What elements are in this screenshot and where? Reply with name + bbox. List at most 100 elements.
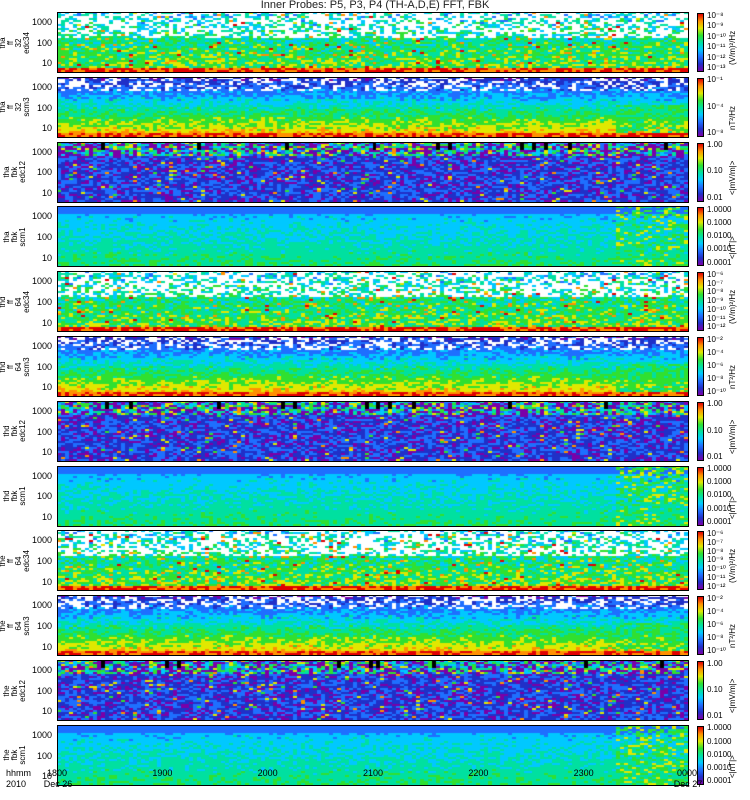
panel-7-colorbar-unit: <|mV/m|> (728, 419, 737, 454)
panel-8-colorbar-tick: 0.0001 (707, 516, 732, 526)
x-tick-label: 2100 (362, 768, 384, 778)
colorbar-5 (697, 272, 704, 332)
panel-6-colorbar-tick: 10⁻⁴ (707, 347, 724, 357)
panel-6-colorbar-tick: 10⁻¹⁰ (707, 387, 726, 397)
panel-1-colorbar-tick: 10⁻¹⁰ (707, 31, 726, 41)
panel-12-colorbar-tick: 0.1000 (707, 736, 732, 746)
panel-4-ytick: 1000 (31, 211, 52, 222)
spectrogram-panel-7 (57, 400, 689, 462)
spectrogram-image-3 (58, 142, 688, 202)
x-start-date: Dec 26 (43, 779, 73, 789)
panel-6-colorbar-tick: 10⁻⁶ (707, 360, 724, 370)
x-tick-label: 0000 (676, 768, 698, 778)
panel-6-colorbar-tick: 10⁻² (707, 334, 723, 344)
panel-12-ytick: 1000 (31, 729, 52, 740)
spectrogram-panel-3 (57, 141, 689, 203)
x-tick-label: 1900 (152, 768, 173, 778)
colorbar-7 (697, 401, 704, 461)
panel-5-ytick: 10 (41, 317, 52, 328)
spectrogram-panel-2 (57, 76, 689, 138)
colorbar-11 (697, 661, 704, 720)
x-tick-label: 2200 (468, 768, 489, 778)
panel-8-ytick: 10 (41, 512, 52, 523)
panel-2-ytick: 1000 (31, 81, 52, 92)
panel-2-ytick: 100 (36, 102, 52, 113)
panel-7-ytick: 100 (36, 426, 52, 437)
panel-3-ytick: 10 (41, 188, 52, 199)
panel-11-ytick: 1000 (31, 664, 52, 675)
panel-9-ytick: 100 (36, 556, 52, 567)
panel-4-colorbar-tick: 0.0001 (707, 257, 732, 267)
panel-5-colorbar-tick: 10⁻¹¹ (707, 313, 726, 323)
panel-11-ytick: 100 (36, 685, 52, 696)
x-axis-year: 2010 (6, 779, 27, 789)
colorbar-10 (697, 596, 704, 656)
panel-4-colorbar-tick: 0.1000 (707, 218, 732, 228)
colorbar-2 (697, 77, 704, 137)
x-end-date: Dec 27 (673, 779, 703, 789)
panel-3-ytick: 100 (36, 167, 52, 178)
panel-8-colorbar-tick: 0.0010 (707, 503, 732, 513)
panel-1-colorbar-tick: 10⁻¹³ (707, 63, 726, 73)
panel-4-colorbar-tick: 1.0000 (707, 205, 732, 215)
panel-8-ytick: 100 (36, 491, 52, 502)
panel-5-colorbar-tick: 10⁻¹⁰ (707, 304, 726, 314)
colorbar-6 (697, 337, 704, 396)
spectrogram-image-9 (58, 531, 688, 591)
panel-8-colorbar-tick: 0.0100 (707, 490, 732, 500)
panel-5-colorbar-unit: (V/m)²/Hz (728, 289, 737, 325)
spectrogram-image-6 (58, 337, 688, 396)
spectrogram-panel-12 (57, 724, 689, 786)
colorbar-1 (697, 13, 704, 72)
colorbar-9 (697, 531, 704, 591)
panel-8-ytick: 1000 (31, 470, 52, 481)
panel-11-colorbar-tick: 0.01 (707, 711, 723, 721)
spectrogram-image-8 (58, 466, 688, 526)
spectrogram-image-10 (58, 596, 688, 656)
panel-7-colorbar-tick: 0.10 (707, 425, 723, 435)
panel-5-colorbar-tick: 10⁻⁶ (707, 269, 724, 279)
panel-6-colorbar-tick: 10⁻⁸ (707, 374, 724, 383)
panel-12-colorbar-tick: 0.0100 (707, 749, 732, 759)
panel-1-ytick: 100 (36, 37, 52, 48)
panel-12-colorbar-tick: 1.0000 (707, 723, 732, 733)
colorbar-12 (697, 725, 704, 785)
panel-1-colorbar-tick: 10⁻⁹ (707, 21, 724, 31)
panel-1-colorbar-tick: 10⁻¹² (707, 52, 726, 62)
panel-7-ytick: 1000 (31, 405, 52, 416)
panel-5-colorbar-tick: 10⁻⁸ (707, 287, 724, 297)
panel-5-ytick: 100 (36, 296, 52, 307)
x-axis-label: hhmm (6, 768, 32, 778)
panel-9-colorbar-tick: 10⁻¹⁰ (707, 564, 726, 574)
x-tick-label: 1800 (46, 768, 68, 778)
spectrogram-panel-11 (57, 660, 689, 721)
panel-3-ytick: 1000 (31, 146, 52, 157)
panel-4-ytick: 100 (36, 232, 52, 243)
panel-2-colorbar-tick: 10⁻¹ (707, 75, 723, 85)
panel-10-ytick: 1000 (31, 600, 52, 611)
panel-9-colorbar-tick: 10⁻¹¹ (707, 572, 726, 582)
x-tick-label: 2300 (573, 768, 594, 778)
panel-6-ytick: 100 (36, 361, 52, 372)
panel-12-colorbar-tick: 0.0001 (707, 775, 732, 785)
spectrogram-panel-10 (57, 595, 689, 657)
panel-9-colorbar-tick: 10⁻⁷ (707, 537, 724, 547)
panel-8-colorbar-unit: <|nT|> (728, 495, 737, 519)
panel-12-ytick: 100 (36, 750, 52, 761)
spectrogram-image-11 (58, 661, 688, 720)
panel-9-colorbar-tick: 10⁻¹² (707, 581, 726, 591)
panel-11-colorbar-tick: 0.10 (707, 684, 723, 694)
spectrogram-image-1 (58, 13, 688, 72)
panel-2-colorbar-tick: 10⁻⁸ (707, 127, 724, 137)
panel-7-ytick: 10 (41, 447, 52, 458)
panel-11-colorbar-tick: 1.00 (707, 658, 723, 668)
spectrogram-image-12 (58, 725, 688, 785)
panel-3-colorbar-unit: <|mV/m|> (728, 160, 737, 195)
colorbar-3 (697, 142, 704, 202)
panel-8-colorbar-tick: 1.0000 (707, 464, 732, 474)
panel-1-ytick: 1000 (31, 16, 52, 27)
spectrogram-panel-9 (57, 530, 689, 592)
panel-10-ytick: 10 (41, 641, 52, 652)
panel-10-colorbar-tick: 10⁻⁶ (707, 620, 724, 630)
panel-5-colorbar-tick: 10⁻¹² (707, 322, 726, 332)
